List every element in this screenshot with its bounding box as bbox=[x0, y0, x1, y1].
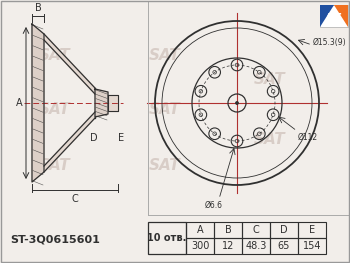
Text: AT: AT bbox=[326, 12, 343, 24]
Bar bbox=[186, 238, 214, 254]
Polygon shape bbox=[320, 5, 334, 27]
Text: SAT: SAT bbox=[39, 48, 71, 63]
Text: SAT: SAT bbox=[39, 103, 71, 118]
Text: D: D bbox=[280, 225, 288, 235]
Polygon shape bbox=[95, 89, 108, 117]
Text: 12: 12 bbox=[222, 241, 234, 251]
Text: SAT: SAT bbox=[254, 73, 286, 88]
Bar bbox=[270, 222, 298, 238]
Text: 300: 300 bbox=[191, 241, 209, 251]
Text: C: C bbox=[253, 225, 259, 235]
Text: 48.3: 48.3 bbox=[245, 241, 267, 251]
Text: SAT: SAT bbox=[149, 158, 181, 173]
Text: Ø112: Ø112 bbox=[298, 133, 318, 142]
Text: ST-3Q0615601: ST-3Q0615601 bbox=[10, 235, 100, 245]
Bar bbox=[214, 222, 242, 238]
Bar bbox=[148, 222, 186, 254]
Text: E: E bbox=[118, 133, 124, 143]
Text: C: C bbox=[72, 194, 78, 204]
Text: 10 отв.: 10 отв. bbox=[147, 233, 187, 243]
Text: SAT: SAT bbox=[254, 133, 286, 148]
Bar bbox=[270, 238, 298, 254]
Bar bbox=[214, 238, 242, 254]
Text: A: A bbox=[197, 225, 203, 235]
Text: E: E bbox=[309, 225, 315, 235]
Text: SAT: SAT bbox=[149, 48, 181, 63]
Text: SAT: SAT bbox=[149, 103, 181, 118]
Text: 154: 154 bbox=[303, 241, 321, 251]
Bar bbox=[298, 222, 326, 238]
Polygon shape bbox=[108, 95, 118, 111]
Circle shape bbox=[236, 102, 238, 104]
Bar bbox=[242, 238, 270, 254]
Bar bbox=[298, 238, 326, 254]
Text: SAT: SAT bbox=[39, 158, 71, 173]
Text: B: B bbox=[225, 225, 231, 235]
Bar bbox=[242, 222, 270, 238]
Polygon shape bbox=[44, 112, 95, 172]
Text: Ø15.3(9): Ø15.3(9) bbox=[313, 38, 346, 48]
Text: D: D bbox=[90, 133, 98, 143]
Text: B: B bbox=[35, 3, 41, 13]
Polygon shape bbox=[44, 34, 95, 94]
Polygon shape bbox=[334, 5, 348, 27]
Text: A: A bbox=[16, 98, 23, 108]
Text: Ø6.6: Ø6.6 bbox=[205, 201, 223, 210]
Bar bbox=[320, 5, 348, 27]
Polygon shape bbox=[32, 24, 44, 182]
Bar bbox=[186, 222, 214, 238]
Text: 65: 65 bbox=[278, 241, 290, 251]
